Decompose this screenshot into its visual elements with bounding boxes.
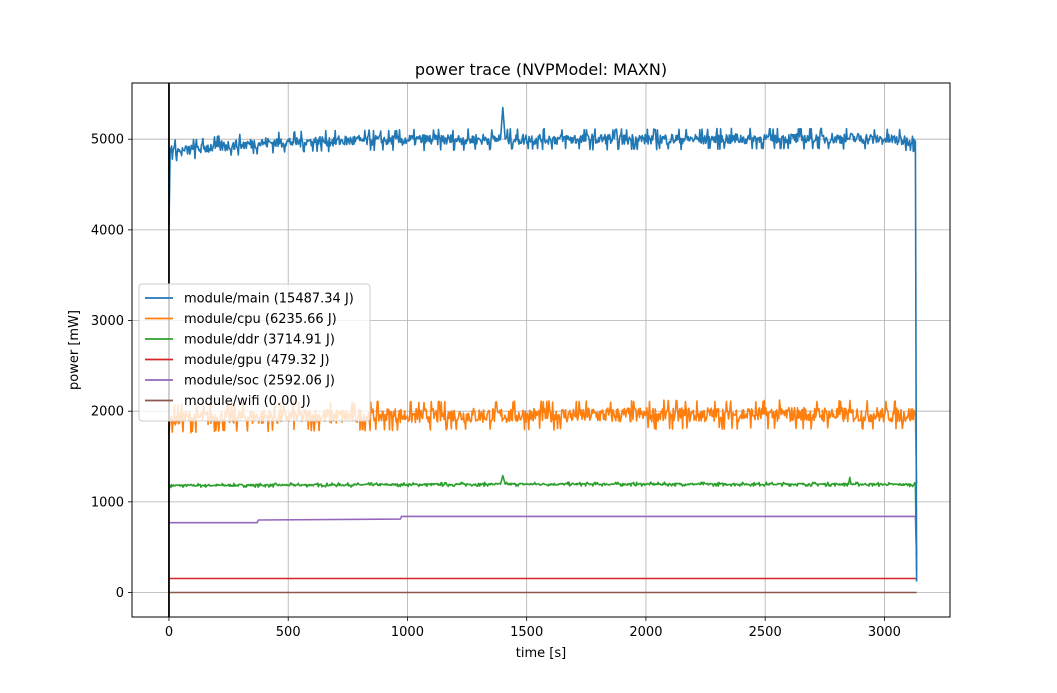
x-axis-label: time [s] <box>516 646 566 661</box>
plot-frame <box>131 82 951 618</box>
x-tick-label: 0 <box>165 625 173 640</box>
y-tick-label: 5000 <box>91 133 124 148</box>
legend-entry-2: module/ddr (3714.91 J) <box>184 333 335 348</box>
series-line-2 <box>168 474 918 571</box>
legend-entry-0: module/main (15487.34 J) <box>184 292 354 307</box>
y-tick-label: 4000 <box>91 223 124 238</box>
y-tick-label: 0 <box>116 586 124 601</box>
y-tick-label: 2000 <box>91 405 124 420</box>
y-tick-label: 1000 <box>91 495 124 510</box>
legend-entry-1: module/cpu (6235.66 J) <box>184 312 337 327</box>
x-tick-label: 1000 <box>391 625 424 640</box>
series-line-0 <box>168 106 918 582</box>
y-axis-label: power [mW] <box>67 310 82 390</box>
x-tick-label: 2500 <box>749 625 782 640</box>
legend-entry-4: module/soc (2592.06 J) <box>184 374 335 389</box>
ticks: 0 500 1000 1500 2000 2500 3000 0 1000 2000 3000 400… <box>91 133 901 640</box>
x-tick-label: 2000 <box>629 625 662 640</box>
chart-title: power trace (NVPModel: MAXN) <box>415 60 667 79</box>
legend-entry-5: module/wifi (0.00 J) <box>184 394 311 409</box>
x-tick-label: 1500 <box>510 625 543 640</box>
x-tick-label: 3000 <box>868 625 901 640</box>
legend: module/main (15487.34 J) module/cpu (6235… <box>138 283 371 422</box>
legend-entry-3: module/gpu (479.32 J) <box>184 353 330 368</box>
y-tick-label: 3000 <box>91 314 124 329</box>
x-tick-label: 500 <box>276 625 301 640</box>
legend-box <box>138 283 371 422</box>
